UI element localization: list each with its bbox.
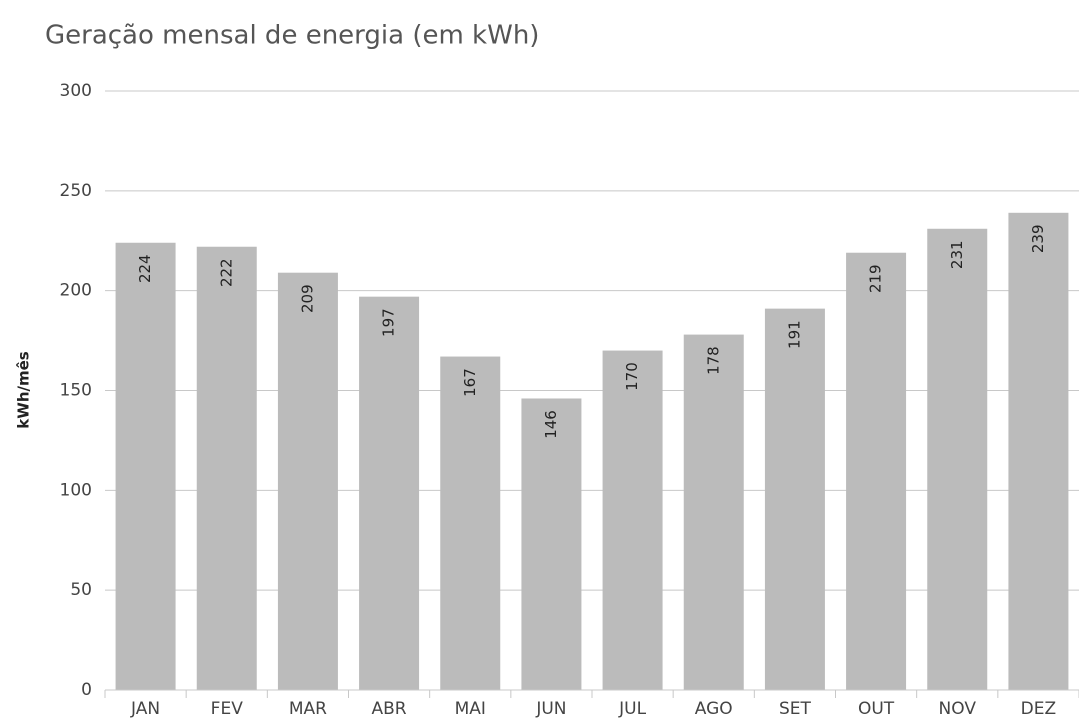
- value-label: 224: [136, 254, 154, 283]
- value-label: 209: [298, 284, 316, 313]
- value-label: 191: [785, 320, 803, 349]
- y-tick-label: 100: [60, 480, 92, 500]
- bar: [602, 350, 663, 690]
- x-tick-label: FEV: [211, 699, 244, 719]
- bar: [277, 272, 338, 690]
- value-label: 219: [867, 264, 885, 293]
- value-label: 178: [704, 346, 722, 375]
- bar: [359, 296, 420, 690]
- bar: [764, 308, 825, 690]
- value-label: 239: [1029, 224, 1047, 253]
- bar: [846, 252, 907, 691]
- x-tick-label: MAI: [455, 699, 486, 719]
- bar: [927, 228, 988, 690]
- chart-title: Geração mensal de energia (em kWh): [45, 21, 539, 51]
- y-tick-label: 150: [60, 381, 92, 401]
- x-tick-label: JUL: [618, 699, 646, 719]
- x-tick-label: JUN: [535, 699, 566, 719]
- value-label: 197: [380, 308, 398, 337]
- bar: [115, 242, 176, 690]
- value-label: 170: [623, 362, 641, 391]
- x-tick-label: JAN: [130, 699, 160, 719]
- y-tick-label: 300: [60, 81, 92, 101]
- bar: [440, 356, 501, 690]
- y-tick-label: 0: [81, 680, 92, 700]
- bar: [683, 334, 744, 690]
- x-tick-label: MAR: [289, 699, 327, 719]
- y-tick-label: 50: [70, 580, 92, 600]
- value-label: 167: [461, 368, 479, 397]
- x-tick-label: NOV: [939, 699, 977, 719]
- value-label: 222: [217, 258, 235, 287]
- x-tick-label: ABR: [372, 699, 407, 719]
- bar: [1008, 212, 1069, 690]
- x-tick-label: AGO: [695, 699, 733, 719]
- y-axis-label: kWh/mês: [15, 351, 33, 428]
- bar: [521, 398, 582, 690]
- value-label: 231: [948, 240, 966, 269]
- value-label: 146: [542, 410, 560, 439]
- x-tick-label: DEZ: [1021, 699, 1056, 719]
- bar: [196, 246, 257, 691]
- x-tick-label: OUT: [858, 699, 895, 719]
- x-tick-label: SET: [779, 699, 812, 719]
- y-tick-label: 250: [60, 181, 92, 201]
- y-tick-label: 200: [60, 281, 92, 301]
